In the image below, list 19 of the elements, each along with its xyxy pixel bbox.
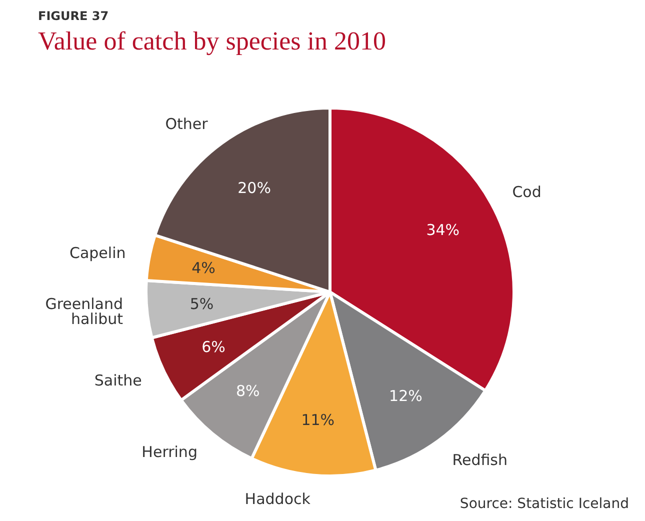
data-label: 4% (192, 258, 216, 277)
slice-label: Greenland halibut (45, 295, 124, 328)
slice-label: Redfish (452, 451, 508, 470)
chart-subtitle: FIGURE 37 (38, 9, 109, 23)
slice-label: Herring (142, 443, 198, 462)
source-note: Source: Statistic Iceland (460, 496, 630, 512)
slice-label: Saithe (94, 372, 142, 390)
data-label: 8% (236, 382, 260, 400)
data-label: 12% (389, 387, 422, 406)
chart-title: Value of catch by species in 2010 (38, 26, 386, 56)
slice-label: Other (165, 114, 209, 133)
data-label: 6% (202, 338, 226, 356)
data-label: 20% (238, 178, 271, 197)
slice-label: Cod (512, 182, 542, 201)
data-label: 11% (301, 411, 335, 430)
data-label: 5% (190, 295, 214, 314)
slice-label: Haddock (244, 490, 311, 508)
slice-label: Capelin (69, 244, 126, 262)
data-label: 34% (426, 220, 460, 239)
